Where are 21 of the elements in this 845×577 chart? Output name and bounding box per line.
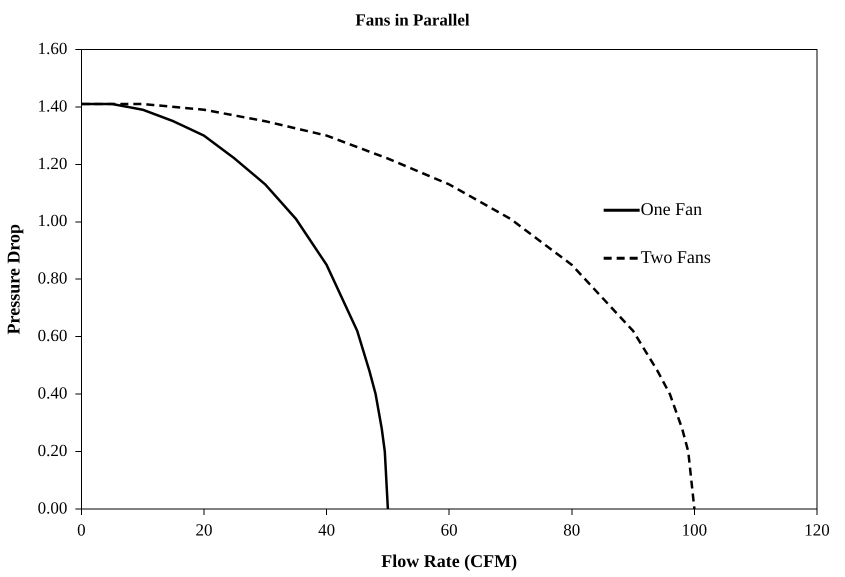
x-tick-label: 80 <box>563 520 580 540</box>
x-tick-label: 100 <box>682 520 708 540</box>
x-tick-label: 20 <box>195 520 212 540</box>
x-axis-title: Flow Rate (CFM) <box>381 550 518 571</box>
y-tick-label: 0.60 <box>38 326 68 346</box>
chart-title: Fans in Parallel <box>355 10 470 30</box>
x-tick-label: 120 <box>804 520 830 540</box>
legend-label: One Fan <box>640 198 702 219</box>
x-tick-label: 40 <box>318 520 336 540</box>
y-tick-label: 0.20 <box>38 441 68 460</box>
y-tick-label: 1.60 <box>38 38 68 58</box>
y-axis-title: Pressure Drop <box>3 224 24 334</box>
y-tick-label: 1.00 <box>38 211 68 230</box>
y-tick-label: 0.80 <box>38 268 68 288</box>
legend-label: Two Fans <box>640 246 711 267</box>
y-tick-label: 0.00 <box>38 498 68 518</box>
x-tick-label: 60 <box>440 520 458 540</box>
x-tick-label: 0 <box>77 520 86 540</box>
y-tick-label: 1.20 <box>38 154 68 173</box>
y-tick-label: 0.40 <box>38 384 68 403</box>
y-tick-label: 1.40 <box>38 96 68 116</box>
